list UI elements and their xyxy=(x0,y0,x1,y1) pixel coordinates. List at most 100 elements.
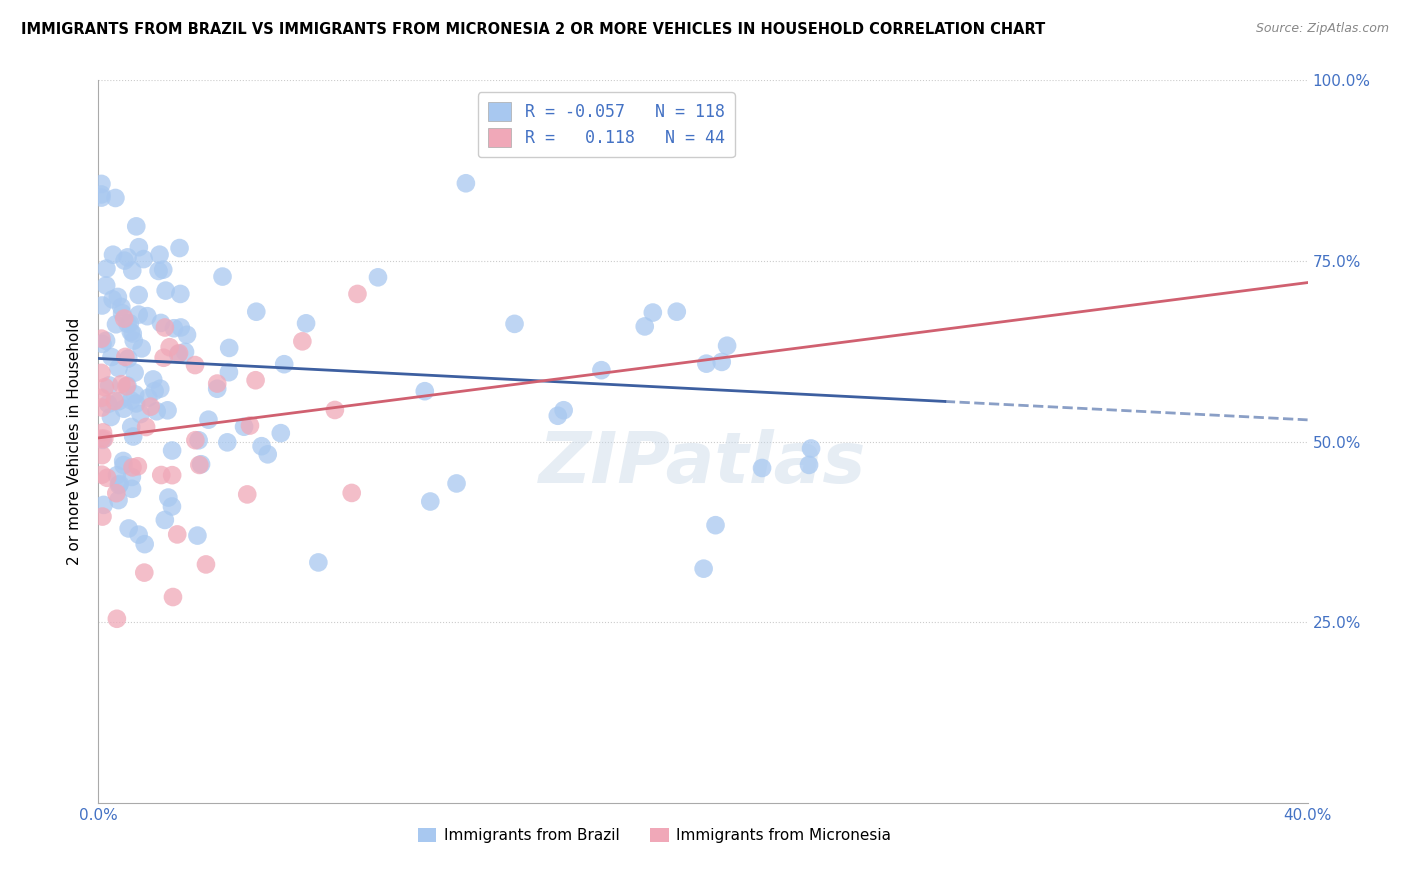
Point xyxy=(97,397,120,411)
Point xyxy=(155,284,177,298)
Point xyxy=(145,404,167,418)
Point xyxy=(96,471,118,485)
Point xyxy=(245,304,267,318)
Point xyxy=(115,379,138,393)
Point xyxy=(121,470,143,484)
Point xyxy=(695,357,717,371)
Point xyxy=(169,241,191,255)
Point xyxy=(105,612,128,626)
Point xyxy=(167,347,190,361)
Point xyxy=(128,288,150,302)
Point xyxy=(291,334,314,349)
Point xyxy=(125,396,148,410)
Point xyxy=(135,420,157,434)
Point xyxy=(184,434,207,448)
Point xyxy=(553,403,575,417)
Point xyxy=(124,366,146,380)
Point xyxy=(153,320,176,334)
Point xyxy=(149,382,172,396)
Point xyxy=(121,482,143,496)
Point xyxy=(94,334,117,348)
Point xyxy=(105,318,128,332)
Point xyxy=(138,391,160,405)
Point xyxy=(159,340,181,354)
Point xyxy=(101,293,124,307)
Point xyxy=(152,262,174,277)
Point xyxy=(122,429,145,443)
Point xyxy=(91,298,114,312)
Point xyxy=(148,248,170,262)
Point xyxy=(186,528,208,542)
Point xyxy=(239,418,262,433)
Point xyxy=(134,537,156,551)
Point xyxy=(187,434,209,448)
Point xyxy=(91,509,114,524)
Point xyxy=(716,339,738,353)
Point xyxy=(110,300,132,314)
Point xyxy=(98,378,121,392)
Point xyxy=(156,403,179,417)
Point xyxy=(104,191,127,205)
Point xyxy=(93,432,115,446)
Point xyxy=(169,287,191,301)
Point xyxy=(114,350,136,364)
Point xyxy=(108,477,131,491)
Point xyxy=(153,513,176,527)
Point xyxy=(163,321,186,335)
Point xyxy=(120,325,142,339)
Point xyxy=(118,521,141,535)
Point xyxy=(121,460,143,475)
Point xyxy=(96,261,118,276)
Point xyxy=(101,248,124,262)
Point xyxy=(129,407,152,421)
Point xyxy=(134,566,156,580)
Point xyxy=(184,358,207,372)
Point xyxy=(160,500,183,514)
Point xyxy=(188,458,211,472)
Point xyxy=(503,317,526,331)
Point xyxy=(128,527,150,541)
Point xyxy=(90,401,112,415)
Point xyxy=(751,461,773,475)
Point xyxy=(166,527,188,541)
Point xyxy=(170,320,193,334)
Point xyxy=(800,442,823,456)
Point xyxy=(270,426,292,441)
Point xyxy=(127,459,149,474)
Point xyxy=(112,454,135,468)
Point xyxy=(108,478,131,492)
Point xyxy=(233,419,256,434)
Point xyxy=(295,316,318,330)
Point xyxy=(148,264,170,278)
Point xyxy=(128,240,150,254)
Point xyxy=(197,412,219,426)
Point xyxy=(152,351,174,365)
Point xyxy=(454,176,477,190)
Point xyxy=(176,327,198,342)
Point xyxy=(150,468,173,483)
Point xyxy=(90,190,112,204)
Point xyxy=(256,447,278,461)
Point xyxy=(107,290,129,304)
Point xyxy=(105,486,128,500)
Point xyxy=(114,253,136,268)
Point xyxy=(160,443,183,458)
Point xyxy=(704,518,727,533)
Point xyxy=(205,376,228,391)
Point xyxy=(157,491,180,505)
Point xyxy=(122,334,145,348)
Point xyxy=(250,439,273,453)
Point xyxy=(419,494,441,508)
Point xyxy=(136,309,159,323)
Point xyxy=(665,304,688,318)
Point xyxy=(107,361,129,376)
Text: IMMIGRANTS FROM BRAZIL VS IMMIGRANTS FROM MICRONESIA 2 OR MORE VEHICLES IN HOUSE: IMMIGRANTS FROM BRAZIL VS IMMIGRANTS FRO… xyxy=(21,22,1045,37)
Point xyxy=(112,311,135,326)
Point xyxy=(118,316,141,330)
Point xyxy=(91,448,114,462)
Point xyxy=(273,357,295,371)
Point xyxy=(93,498,115,512)
Text: ZIPatlas: ZIPatlas xyxy=(540,429,866,498)
Point xyxy=(143,384,166,398)
Y-axis label: 2 or more Vehicles in Household: 2 or more Vehicles in Household xyxy=(67,318,83,566)
